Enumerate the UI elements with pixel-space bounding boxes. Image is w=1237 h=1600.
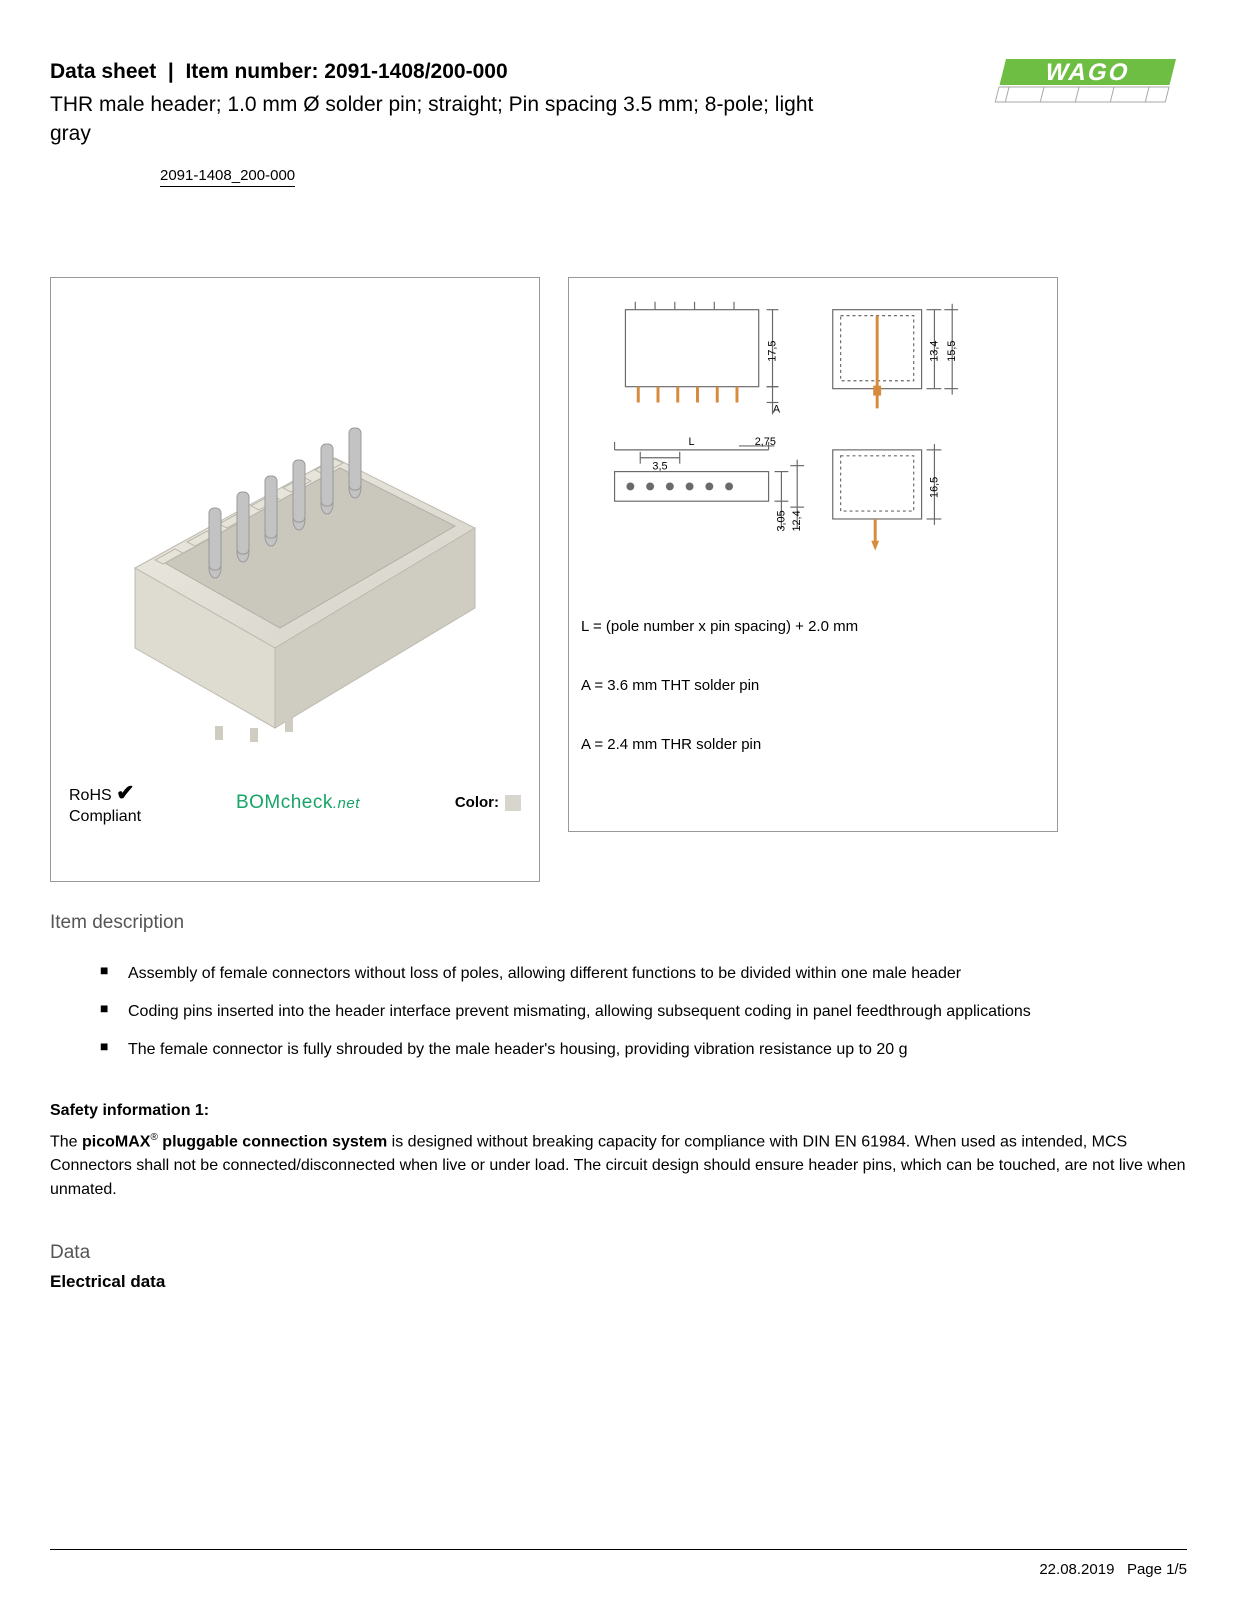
header-text-block: Data sheet | Item number: 2091-1408/200-… bbox=[50, 60, 850, 187]
electrical-data-heading: Electrical data bbox=[50, 1272, 1187, 1292]
dim-15-5: 15,5 bbox=[946, 340, 958, 361]
panels-row: RoHS ✔ Compliant BOMcheck.net Color: bbox=[50, 277, 1187, 882]
wago-logo: WAGO bbox=[987, 55, 1187, 115]
reg-mark: ® bbox=[150, 1132, 157, 1143]
left-panel-footer: RoHS ✔ Compliant BOMcheck.net Color: bbox=[69, 780, 521, 826]
bullet-2: Coding pins inserted into the header int… bbox=[100, 1000, 1187, 1024]
bomcheck-suffix: .net bbox=[333, 795, 360, 812]
color-swatch bbox=[505, 795, 521, 811]
bullet-1: Assembly of female connectors without lo… bbox=[100, 962, 1187, 986]
tech-drawing: 17,5 A 13,4 15,5 L 3,5 2,75 3,05 12,4 16… bbox=[581, 290, 1045, 590]
rohs-line1: RoHS bbox=[69, 787, 112, 804]
tech-drawing-panel: 17,5 A 13,4 15,5 L 3,5 2,75 3,05 12,4 16… bbox=[568, 277, 1058, 832]
subtitle: THR male header; 1.0 mm Ø solder pin; st… bbox=[50, 90, 850, 149]
dim-17-5: 17,5 bbox=[766, 340, 778, 361]
safety-bold: picoMAX bbox=[82, 1133, 150, 1150]
title-line: Data sheet | Item number: 2091-1408/200-… bbox=[50, 60, 850, 84]
part-link[interactable]: 2091-1408_200-000 bbox=[160, 167, 295, 187]
dim-L: L bbox=[689, 436, 695, 448]
safety-prefix: The bbox=[50, 1133, 82, 1150]
check-icon: ✔ bbox=[116, 780, 134, 805]
formula-L: L = (pole number x pin spacing) + 2.0 mm bbox=[581, 618, 1045, 635]
dim-13-4: 13,4 bbox=[928, 340, 940, 361]
color-row: Color: bbox=[455, 794, 521, 811]
datasheet-label: Data sheet bbox=[50, 60, 156, 83]
svg-text:WAGO: WAGO bbox=[1042, 59, 1133, 86]
product-render bbox=[61, 288, 529, 768]
dim-A: A bbox=[773, 403, 781, 415]
safety-heading: Safety information 1: bbox=[50, 1102, 1187, 1120]
description-bullets: Assembly of female connectors without lo… bbox=[50, 962, 1187, 1062]
page-header: Data sheet | Item number: 2091-1408/200-… bbox=[50, 60, 1187, 187]
color-label: Color: bbox=[455, 794, 499, 811]
item-number-label: Item number: bbox=[185, 60, 318, 83]
formula-block: L = (pole number x pin spacing) + 2.0 mm… bbox=[581, 618, 1045, 753]
dim-2-75: 2,75 bbox=[755, 436, 776, 448]
bomcheck-logo: BOMcheck.net bbox=[236, 792, 360, 814]
product-image-panel: RoHS ✔ Compliant BOMcheck.net Color: bbox=[50, 277, 540, 882]
safety-bold2: pluggable connection system bbox=[158, 1133, 387, 1150]
item-number: 2091-1408/200-000 bbox=[324, 60, 507, 83]
footer-page: Page 1/5 bbox=[1127, 1561, 1187, 1578]
dim-3-05: 3,05 bbox=[775, 510, 787, 531]
formula-A2: A = 2.4 mm THR solder pin bbox=[581, 736, 1045, 753]
formula-A1: A = 3.6 mm THT solder pin bbox=[581, 677, 1045, 694]
dim-16-5: 16,5 bbox=[928, 477, 940, 498]
data-heading: Data bbox=[50, 1242, 1187, 1264]
rohs-line2: Compliant bbox=[69, 808, 141, 825]
footer-rule bbox=[50, 1549, 1187, 1550]
rohs-text: RoHS ✔ Compliant bbox=[69, 780, 141, 826]
footer-date: 22.08.2019 bbox=[1039, 1561, 1114, 1578]
safety-text: The picoMAX® pluggable connection system… bbox=[50, 1130, 1187, 1202]
bullet-3: The female connector is fully shrouded b… bbox=[100, 1038, 1187, 1062]
dim-12-4: 12,4 bbox=[791, 510, 803, 531]
dim-3-5: 3,5 bbox=[652, 460, 667, 472]
bomcheck-main: BOMcheck bbox=[236, 792, 333, 813]
rohs-block: RoHS ✔ Compliant bbox=[69, 780, 141, 826]
item-description-heading: Item description bbox=[50, 912, 1187, 934]
footer-text: 22.08.2019 Page 1/5 bbox=[1039, 1561, 1187, 1578]
